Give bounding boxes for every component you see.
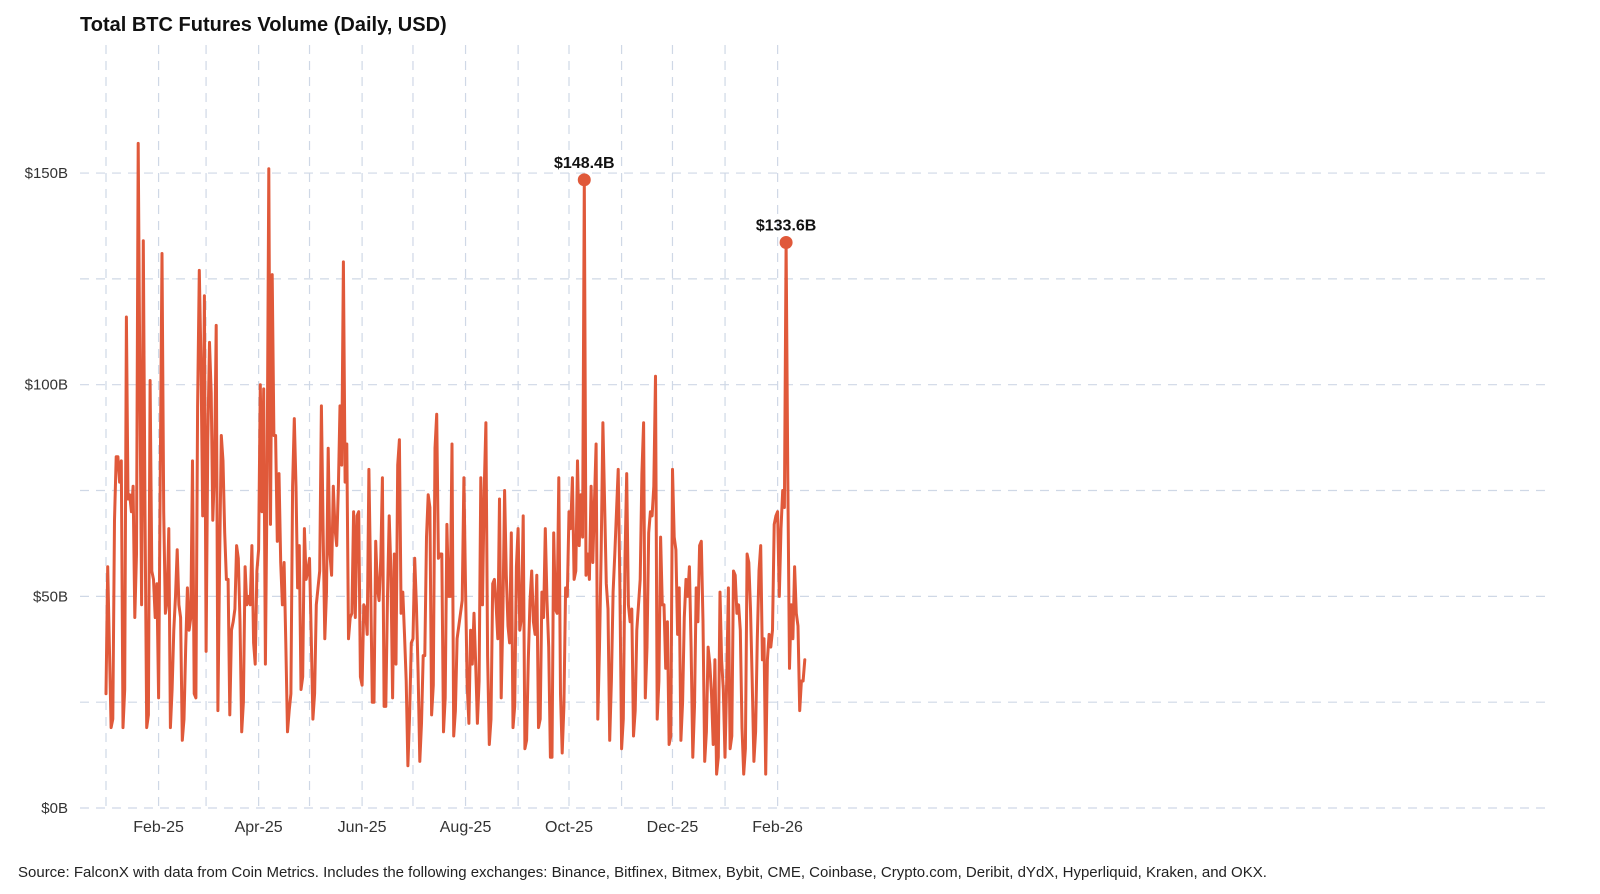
line-chart: $0B $50B $100B $150B Feb-25 Apr-25 Jun-25 Aug-2… (25, 45, 1545, 836)
annotation-layer: $148.4B $133.6B (554, 155, 816, 249)
x-tick-label: Feb-25 (133, 819, 184, 836)
y-tick-label: $100B (25, 377, 68, 394)
peak-label: $133.6B (756, 217, 817, 234)
y-tick-label: $0B (41, 800, 68, 817)
x-tick-label: Oct-25 (545, 819, 593, 836)
y-tick-label: $50B (33, 588, 68, 605)
axis-labels: $0B $50B $100B $150B Feb-25 Apr-25 Jun-25 Aug-2… (25, 165, 803, 836)
peak-marker (779, 235, 793, 249)
source-note: Source: FalconX with data from Coin Metr… (18, 864, 1267, 881)
series-line (104, 141, 807, 776)
grid-layer (80, 45, 1545, 809)
x-tick-label: Dec-25 (647, 819, 699, 836)
x-tick-label: Aug-25 (440, 819, 492, 836)
peak-marker (577, 173, 591, 187)
y-tick-label: $150B (25, 165, 68, 182)
x-tick-label: Jun-25 (338, 819, 387, 836)
x-tick-label: Apr-25 (235, 819, 283, 836)
peak-label: $148.4B (554, 155, 615, 172)
series-layer (104, 141, 807, 776)
x-tick-label: Feb-26 (752, 819, 803, 836)
chart-title: Total BTC Futures Volume (Daily, USD) (80, 14, 447, 36)
